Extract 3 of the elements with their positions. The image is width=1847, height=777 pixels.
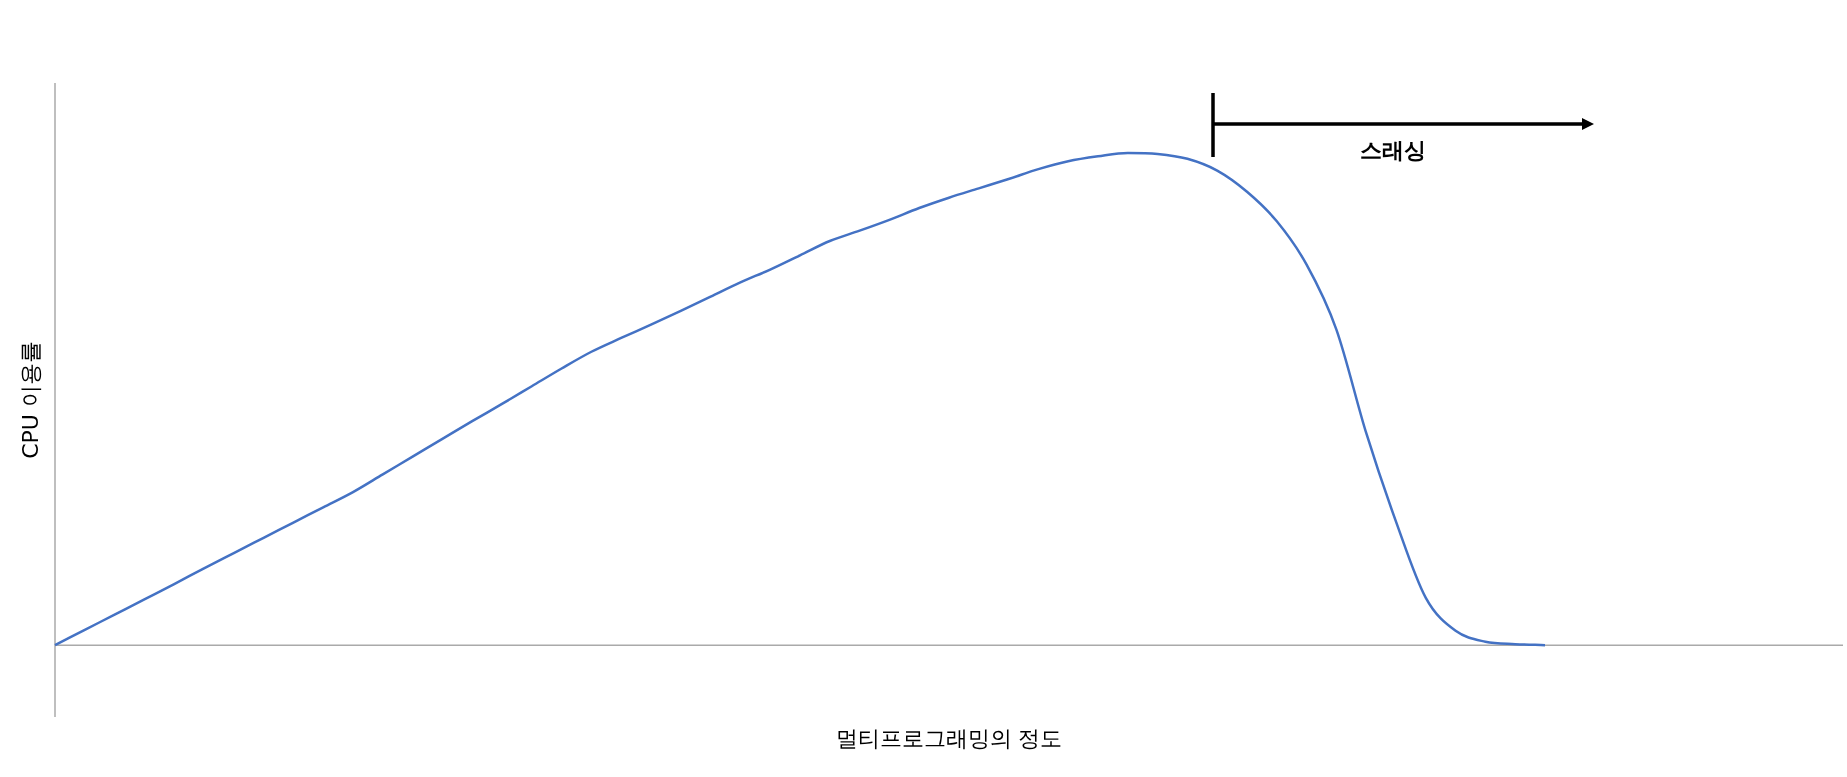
annotation: 스래싱 — [1360, 137, 1426, 165]
x-axis-title: 멀티프로그래밍의 정도 — [835, 725, 1063, 753]
y-axis-title: CPU 이용률 — [17, 341, 44, 459]
